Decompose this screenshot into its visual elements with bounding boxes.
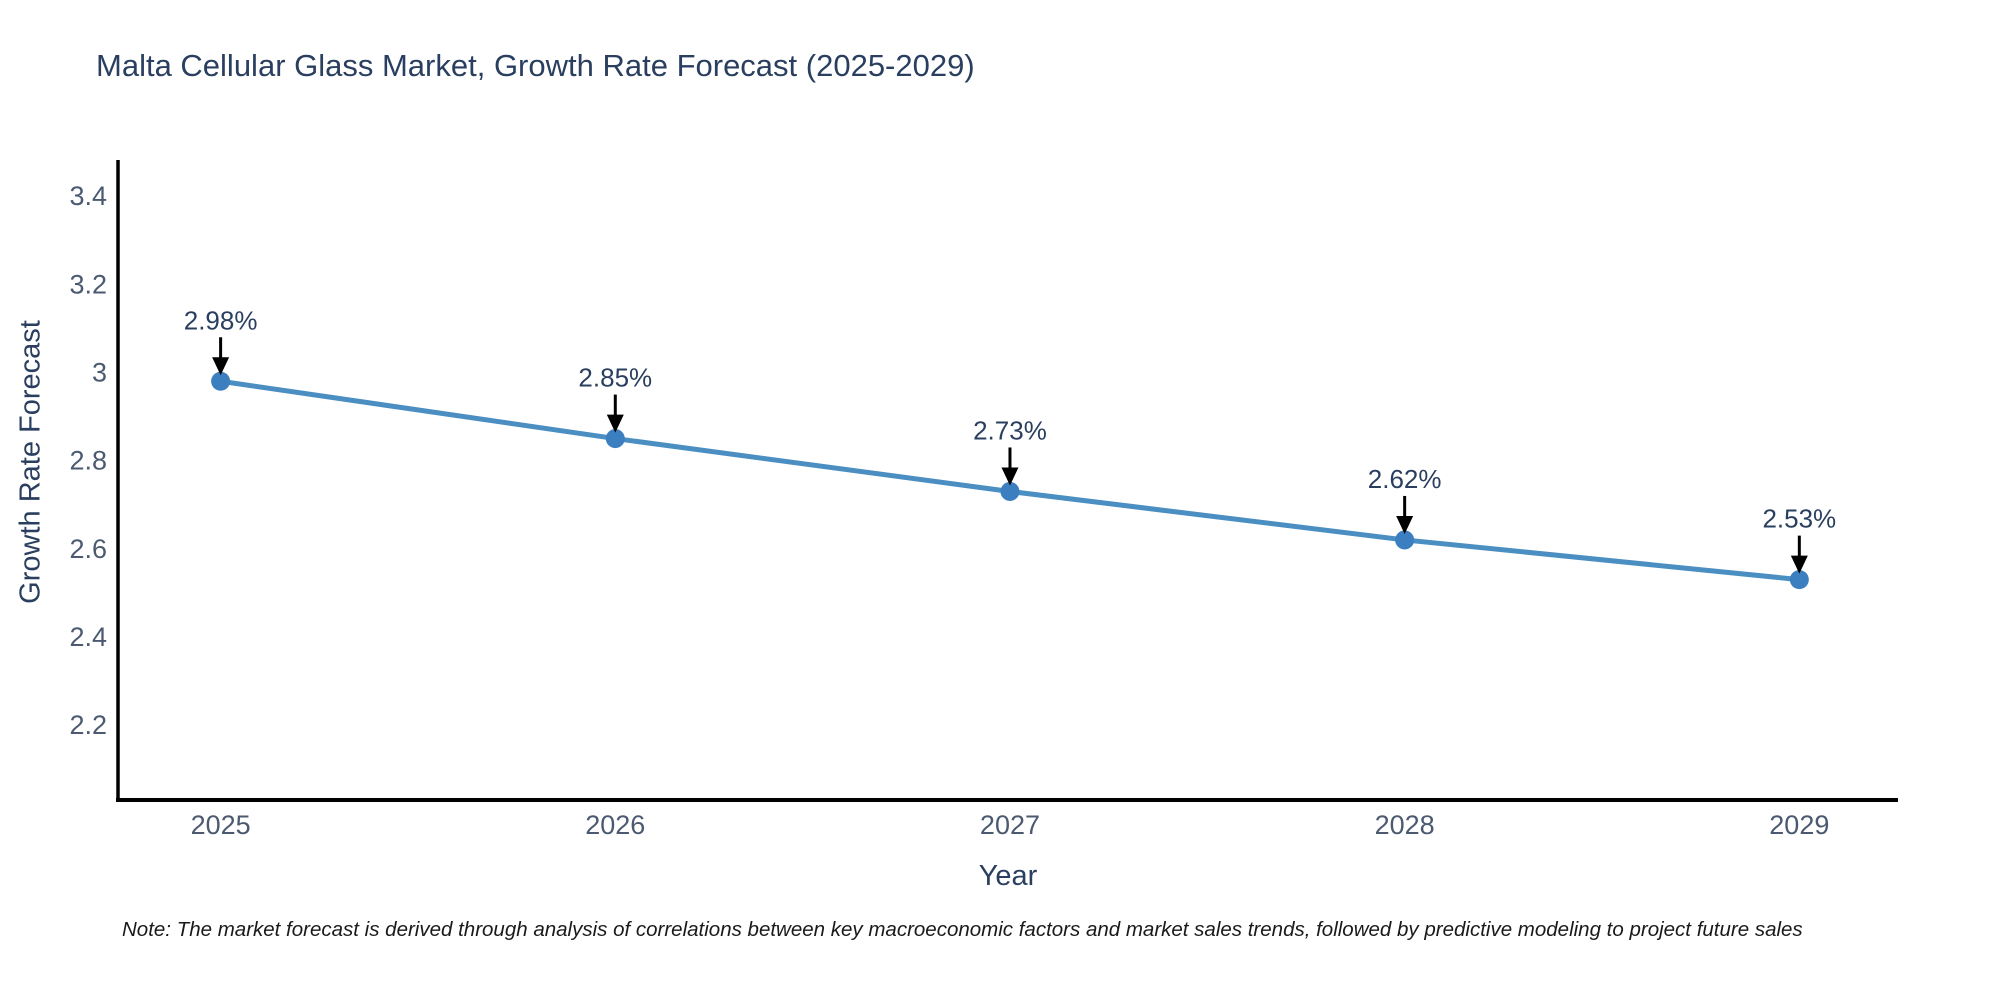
annotation-arrow-head [1396, 515, 1414, 534]
data-point-label: 2.73% [973, 415, 1047, 445]
annotation-arrow-head [606, 414, 624, 433]
x-axis-tick-label: 2029 [1769, 810, 1829, 840]
x-axis-tick-label: 2026 [585, 810, 645, 840]
data-point-label: 2.85% [578, 363, 652, 393]
data-point-marker[interactable] [605, 429, 625, 449]
x-axis-tick-label: 2027 [980, 810, 1040, 840]
annotation-arrow-head [1001, 467, 1019, 486]
data-point-marker[interactable] [1789, 570, 1809, 590]
y-axis-tick-label: 3.4 [69, 181, 107, 211]
y-axis-tick-label: 3.2 [69, 269, 107, 299]
footnote: Note: The market forecast is derived thr… [122, 918, 1803, 941]
data-point-marker[interactable] [211, 371, 231, 391]
y-axis-tick-label: 2.6 [69, 534, 107, 564]
data-point-marker[interactable] [1000, 481, 1020, 501]
data-point-label: 2.62% [1368, 464, 1442, 494]
chart-title: Malta Cellular Glass Market, Growth Rate… [96, 48, 975, 83]
y-axis-tick-label: 2.2 [69, 710, 107, 740]
annotation-arrow-head [212, 357, 230, 376]
y-axis-tick-label: 3 [92, 357, 107, 387]
data-point-label: 2.98% [184, 305, 258, 335]
x-axis-tick-label: 2025 [191, 810, 251, 840]
x-axis-tick-label: 2028 [1375, 810, 1435, 840]
data-point-marker[interactable] [1395, 530, 1415, 550]
annotation-arrow-head [1790, 555, 1808, 574]
y-axis-tick-label: 2.4 [69, 622, 107, 652]
data-point-label: 2.53% [1762, 504, 1836, 534]
y-axis-tick-label: 2.8 [69, 446, 107, 476]
x-axis-title: Year [978, 860, 1038, 892]
